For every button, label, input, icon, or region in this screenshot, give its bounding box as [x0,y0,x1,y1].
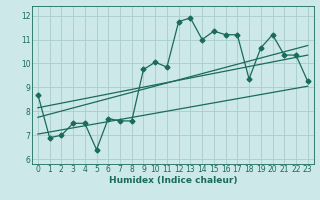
X-axis label: Humidex (Indice chaleur): Humidex (Indice chaleur) [108,176,237,185]
